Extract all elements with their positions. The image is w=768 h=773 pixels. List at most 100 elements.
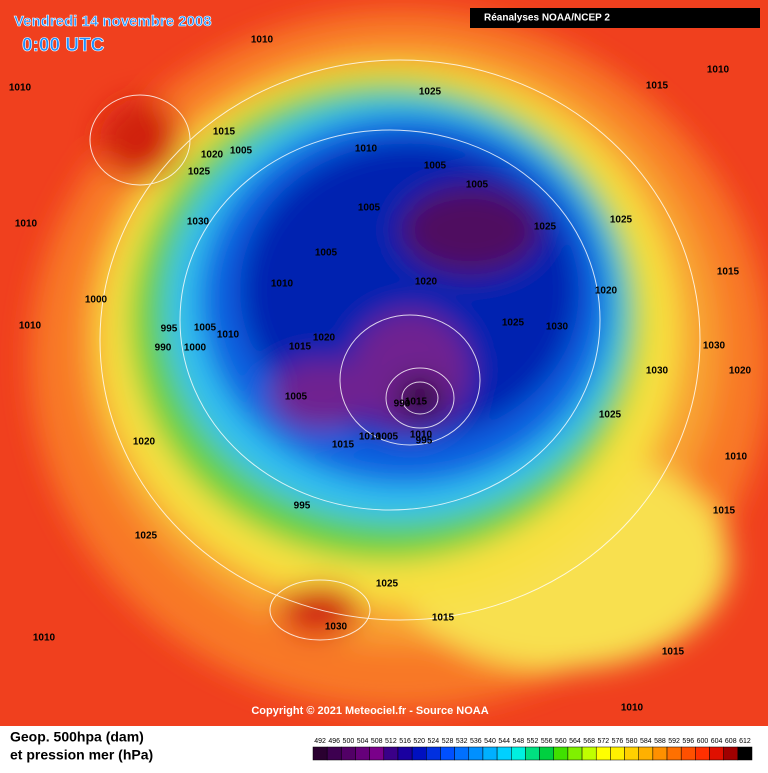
scale-label: 540 — [484, 738, 496, 745]
isobar-label: 1005 — [194, 323, 217, 334]
scale-swatch — [553, 746, 569, 761]
legend-line2: et pression mer (hPa) — [10, 747, 153, 763]
isobar-label: 1025 — [610, 215, 633, 226]
isobar-label: 1005 — [358, 203, 381, 214]
scale-swatch — [511, 746, 526, 761]
scale-swatch — [737, 746, 753, 761]
scale-label: 508 — [371, 738, 383, 745]
scale-swatch — [567, 746, 583, 761]
isobar-label: 1030 — [703, 341, 726, 352]
scale-label: 500 — [343, 738, 355, 745]
scale-label: 604 — [711, 738, 723, 745]
isobar-label: 1010 — [19, 321, 42, 332]
scale-label: 600 — [697, 738, 709, 745]
isobar-label: 1005 — [285, 392, 308, 403]
scale-label: 560 — [555, 738, 567, 745]
scale-swatch — [355, 746, 370, 761]
scale-swatch — [341, 746, 356, 761]
isobar-label: 1005 — [424, 161, 447, 172]
scale-label: 592 — [668, 738, 680, 745]
isobar-label: 1010 — [725, 452, 748, 463]
scale-swatch — [709, 746, 724, 761]
scale-swatch — [595, 746, 611, 761]
isobar-label: 1010 — [707, 65, 730, 76]
isobar-label: 1005 — [315, 248, 338, 259]
scale-swatch — [666, 746, 682, 761]
isobar-label: 1000 — [184, 343, 207, 354]
isobar-label: 995 — [294, 501, 311, 512]
copyright: Copyright © 2021 Meteociel.fr - Source N… — [251, 705, 488, 717]
isobar-label: 1005 — [376, 432, 399, 443]
geopotential-field — [0, 0, 768, 726]
scale-label: 556 — [541, 738, 553, 745]
isobar-label: 1025 — [502, 318, 525, 329]
isobar-label: 1000 — [85, 295, 108, 306]
isobar-label: 1020 — [313, 333, 336, 344]
scale-swatch — [426, 746, 441, 761]
isobar-label: 1010 — [33, 633, 56, 644]
scale-swatch — [312, 746, 328, 761]
isobar-label: 1030 — [187, 217, 210, 228]
isobar-label: 1015 — [432, 613, 455, 624]
scale-label: 520 — [413, 738, 425, 745]
isobar-label: 1025 — [376, 579, 399, 590]
isobar-label: 1010 — [359, 432, 382, 443]
isobar-label: 1015 — [713, 506, 736, 517]
isobar-label: 1030 — [646, 366, 669, 377]
scale-label: 608 — [725, 738, 737, 745]
scale-swatch — [525, 746, 540, 761]
isobar-label: 1010 — [217, 330, 240, 341]
scale-swatch — [723, 746, 739, 761]
isobar-label: 1015 — [332, 440, 355, 451]
isobar-label: 1020 — [595, 286, 618, 297]
legend-line1: Geop. 500hpa (dam) — [10, 729, 144, 745]
scale-swatch — [624, 746, 639, 761]
scale-label: 576 — [612, 738, 624, 745]
scale-swatch — [482, 746, 498, 761]
isobar-label: 1010 — [271, 279, 294, 290]
isobar-label: 1015 — [289, 342, 312, 353]
scale-swatch — [496, 746, 512, 761]
isobar-label: 1015 — [717, 267, 740, 278]
isobar-label: 995 — [416, 436, 433, 447]
scale-label: 580 — [626, 738, 638, 745]
isobar-label: 1030 — [325, 622, 348, 633]
isobar-label: 1010 — [621, 703, 644, 714]
isobar-label: 995 — [161, 324, 178, 335]
isobar-label: 1015 — [213, 127, 236, 138]
date: Vendredi 14 novembre 2008 — [14, 13, 212, 30]
scale-swatch — [369, 746, 385, 761]
isobar-label: 1010 — [355, 144, 378, 155]
scale-swatch — [383, 746, 399, 761]
scale-swatch — [695, 746, 710, 761]
scale-swatch — [411, 746, 427, 761]
time: 0:00 UTC — [22, 35, 105, 56]
scale-label: 544 — [498, 738, 510, 745]
scale-label: 548 — [512, 738, 524, 745]
scale-swatch — [581, 746, 597, 761]
scale-swatch — [638, 746, 654, 761]
isobar-label: 1010 — [410, 430, 433, 441]
scale-label: 612 — [739, 738, 751, 745]
source: Réanalyses NOAA/NCEP 2 — [484, 13, 610, 24]
isobar-label: 1020 — [201, 150, 224, 161]
isobar-label: 1005 — [466, 180, 489, 191]
isobar-label: 1015 — [405, 397, 428, 408]
isobar-label: 1025 — [135, 531, 158, 542]
scale-swatch — [652, 746, 668, 761]
isobar-label: 1010 — [9, 83, 32, 94]
isobar-label: 1020 — [729, 366, 752, 377]
isobar-label: 1015 — [646, 81, 669, 92]
scale-swatch — [440, 746, 455, 761]
scale-swatch — [454, 746, 470, 761]
scale-label: 492 — [314, 738, 326, 745]
isobar-label: 990 — [394, 399, 411, 410]
scale-label: 564 — [569, 738, 581, 745]
scale-label: 512 — [385, 738, 397, 745]
scale-swatch — [610, 746, 625, 761]
isobar-label: 1010 — [251, 35, 274, 46]
isobar-label: 1010 — [15, 219, 38, 230]
isobar-label: 1025 — [534, 222, 557, 233]
isobar-label: 1030 — [546, 322, 569, 333]
